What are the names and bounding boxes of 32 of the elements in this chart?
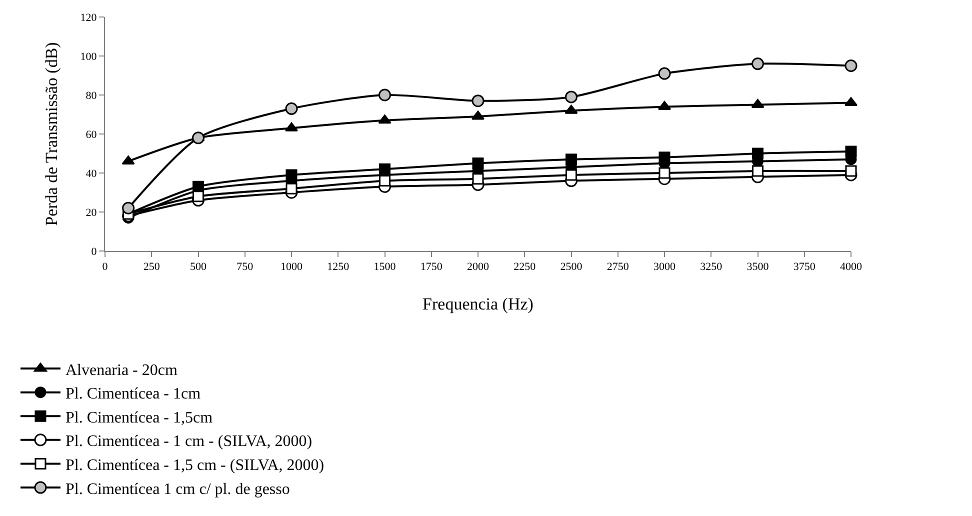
y-tick-label: 0 xyxy=(91,246,98,258)
y-tick-label: 60 xyxy=(86,128,98,141)
x-tick-label: 3500 xyxy=(746,261,770,274)
legend-label: Pl. Cimentícea 1 cm c/ pl. de gesso xyxy=(65,480,290,498)
x-tick-label: 0 xyxy=(102,261,108,274)
x-tick-label: 3750 xyxy=(793,261,816,274)
y-tick-label: 80 xyxy=(86,90,98,102)
y-tick-label: 40 xyxy=(86,168,98,180)
y-axis-title: Perda de Transmissão (dB) xyxy=(42,42,61,226)
x-tick-label: 1000 xyxy=(280,261,303,274)
legend-label: Pl. Cimentícea - 1,5 cm - (SILVA, 2000) xyxy=(65,456,324,474)
x-tick-label: 2250 xyxy=(514,261,536,274)
x-tick-label: 4000 xyxy=(840,261,862,274)
x-tick-label: 3000 xyxy=(654,261,676,274)
legend-label: Pl. Cimentícea - 1,5cm xyxy=(65,409,214,426)
y-tick-label: 100 xyxy=(80,50,98,63)
y-tick-label: 20 xyxy=(86,206,98,219)
legend-label: Alvenaria - 20cm xyxy=(65,362,178,379)
y-tick-label: 120 xyxy=(80,12,98,24)
x-tick-label: 500 xyxy=(190,261,207,274)
x-tick-label: 3250 xyxy=(700,261,723,274)
x-tick-label: 750 xyxy=(236,261,254,274)
x-tick-label: 250 xyxy=(143,261,160,274)
x-tick-label: 2000 xyxy=(467,261,490,274)
x-tick-label: 2500 xyxy=(560,261,583,274)
legend-label: Pl. Cimentícea - 1 cm - (SILVA, 2000) xyxy=(65,433,312,450)
x-tick-label: 1500 xyxy=(374,261,396,274)
x-tick-label: 1750 xyxy=(420,261,443,274)
x-tick-label: 2750 xyxy=(606,261,630,274)
legend-label: Pl. Cimentícea - 1cm xyxy=(65,386,202,403)
x-axis-title: Frequencia (Hz) xyxy=(422,294,534,314)
x-tick-label: 1250 xyxy=(327,261,350,274)
